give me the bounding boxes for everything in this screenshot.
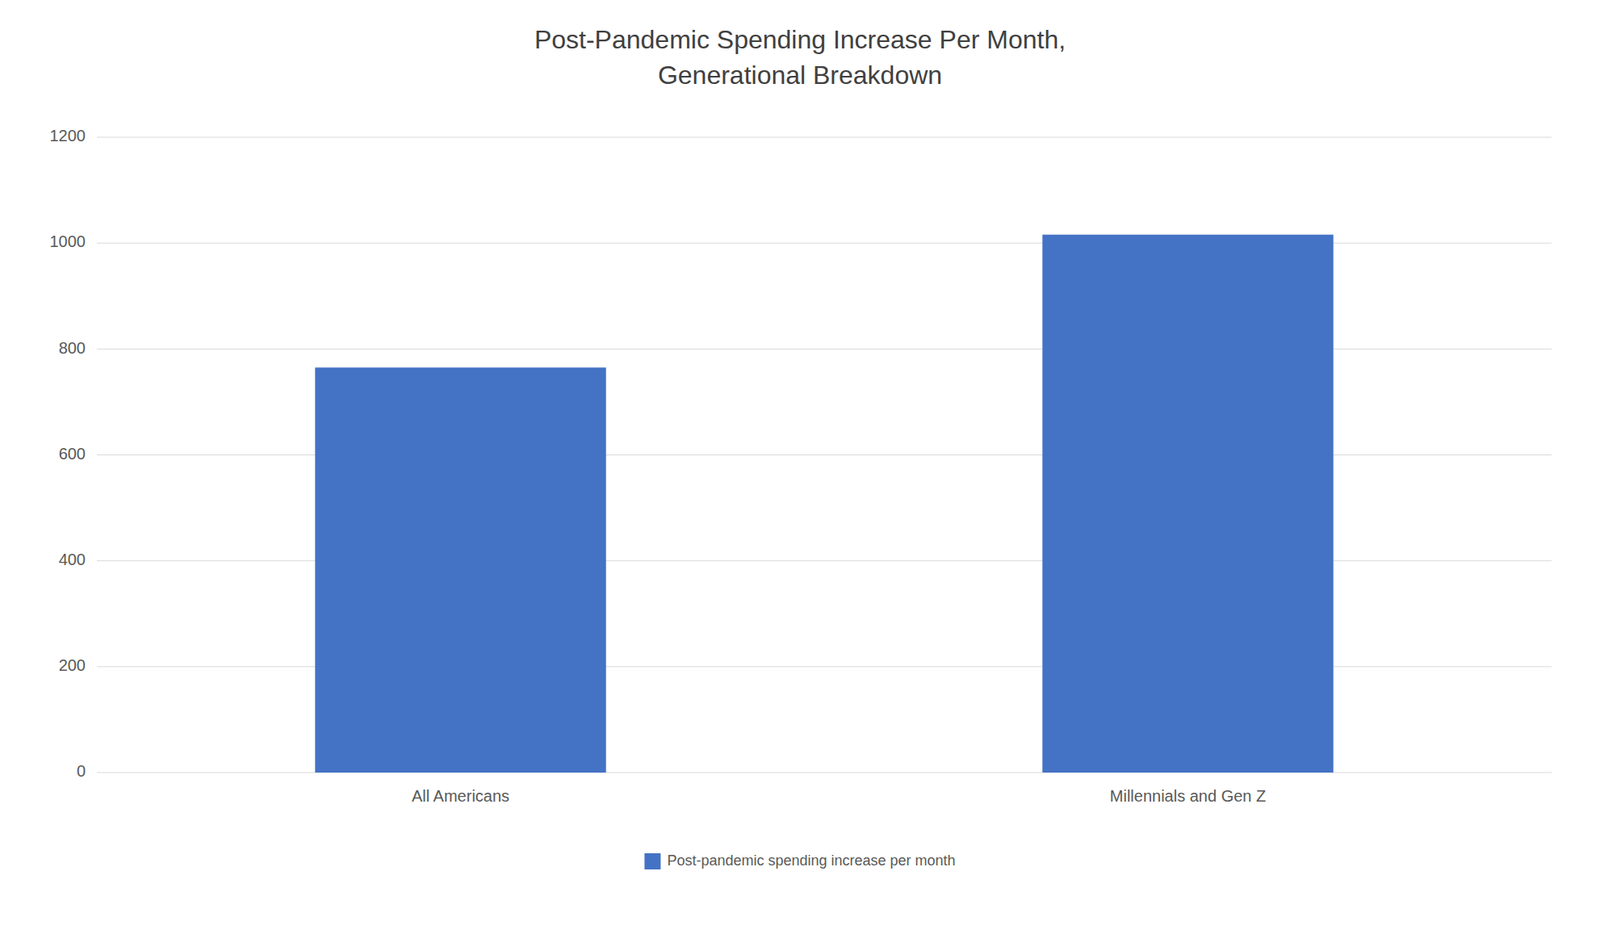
legend-label: Post-pandemic spending increase per mont…: [666, 852, 955, 869]
y-tick-label: 800: [58, 339, 86, 357]
y-tick-label: 600: [58, 444, 86, 463]
legend: Post-pandemic spending increase per mont…: [644, 852, 955, 870]
y-tick-label: 1200: [50, 126, 87, 145]
grid-line: [96, 137, 1552, 139]
x-axis: All Americans Millennials and Gen Z: [411, 787, 1266, 805]
y-tick-label: 400: [58, 550, 86, 569]
chart-container: Post-Pandemic Spending Increase Per Mont…: [0, 0, 1600, 934]
y-axis: 0 200 400 600 800 1000 1200: [50, 126, 1553, 780]
y-tick-label: 1000: [50, 232, 87, 251]
legend-swatch: [644, 853, 661, 870]
title: Post-Pandemic Spending Increase Per Mont…: [534, 25, 1066, 90]
x-tick-label: Millennials and Gen Z: [1109, 787, 1266, 805]
chart: Post-Pandemic Spending Increase Per Mont…: [0, 0, 1600, 934]
x-tick-label: All Americans: [411, 787, 510, 805]
bar: [314, 367, 606, 773]
bar: [1042, 234, 1333, 773]
y-tick-label: 200: [58, 656, 86, 675]
y-tick-label: 0: [76, 762, 86, 780]
bars: [314, 234, 1333, 773]
